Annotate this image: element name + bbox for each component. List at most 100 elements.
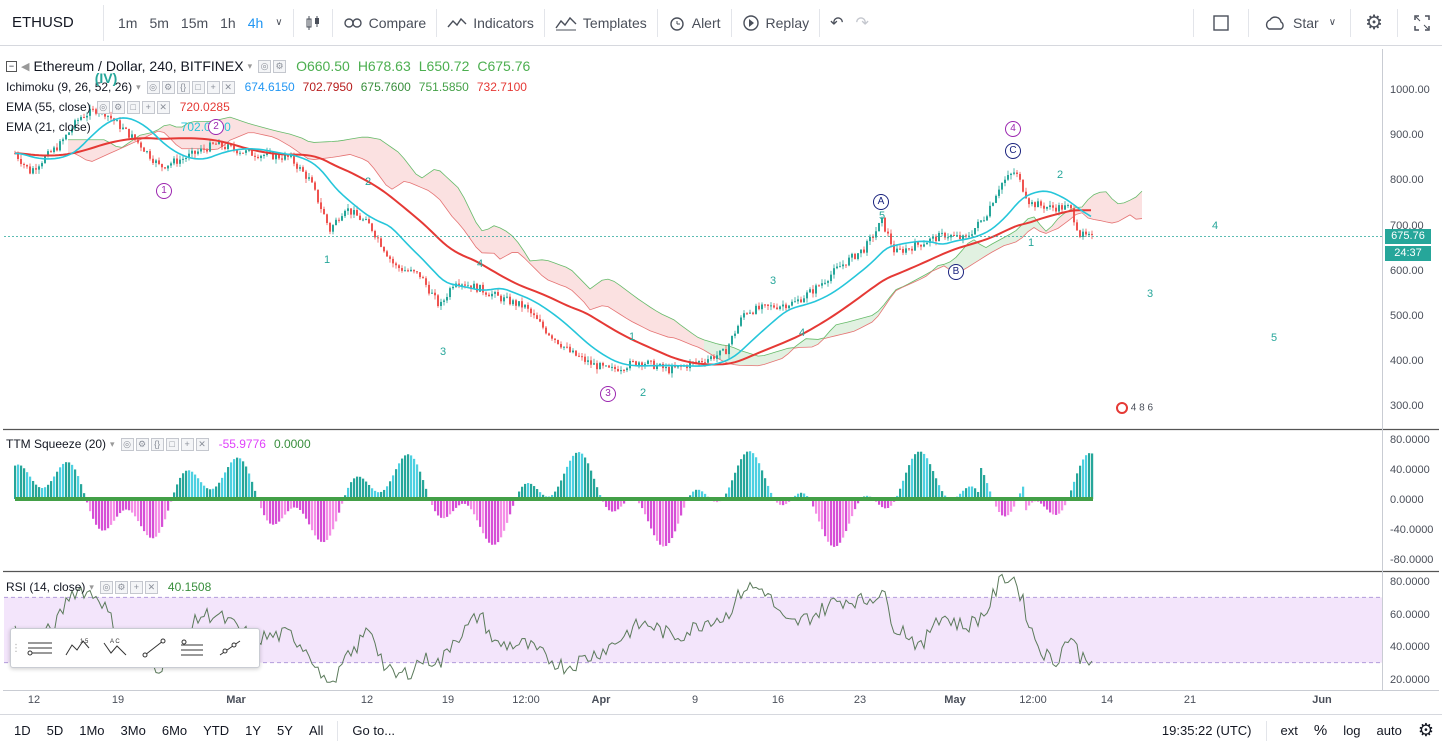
ttm-chevron-icon[interactable]: ▾ (110, 438, 115, 449)
circled-wave-label[interactable]: 2 (208, 119, 224, 135)
compare-button[interactable]: Compare (337, 0, 433, 46)
ema21-legend[interactable]: EMA (21, close) 702.0390 (6, 120, 231, 134)
add-icon[interactable]: + (129, 580, 143, 594)
range-1y[interactable]: 1Y (245, 723, 262, 738)
templates-button[interactable]: Templates (549, 0, 653, 46)
source-code-icon[interactable]: {} (150, 437, 164, 451)
drawing-favorites-toolbar[interactable]: ⋮ 1 5 A C (10, 628, 260, 668)
undo-icon[interactable]: ↶ (830, 14, 844, 32)
clock-time[interactable]: 19:35:22 (UTC) (1161, 723, 1252, 738)
range-3mo[interactable]: 3Mo (120, 723, 146, 738)
indicators-button[interactable]: Indicators (441, 0, 540, 46)
redo-icon[interactable]: ↷ (855, 14, 869, 32)
wave-label[interactable]: 5 (1270, 332, 1278, 344)
eye-icon[interactable]: ◎ (258, 59, 272, 73)
circled-wave-label[interactable]: B (948, 264, 964, 280)
close-icon[interactable]: ✕ (195, 437, 209, 451)
wave-label[interactable]: 3 (769, 275, 777, 287)
extended-hours-toggle[interactable]: ext (1280, 723, 1298, 738)
rsi-legend[interactable]: RSI (14, close) ▾ ◎ ⚙ + ✕ 40.1508 (6, 580, 211, 594)
wave-label[interactable]: 3 (439, 346, 447, 358)
wave-label[interactable]: 2 (1056, 169, 1064, 181)
chart-settings-gear-icon[interactable]: ⚙ (1417, 720, 1434, 740)
main-series-legend[interactable]: − ◀ Ethereum / Dollar, 240, BITFINEX ▾ ◎… (6, 58, 530, 74)
close-icon[interactable]: ✕ (156, 100, 170, 114)
wave-label[interactable]: 4 (798, 327, 806, 339)
auto-scale-toggle[interactable]: auto (1376, 723, 1402, 738)
elliott-correction-tool-icon[interactable]: A C (97, 629, 135, 667)
settings-icon[interactable]: ⚙ (273, 59, 287, 73)
circled-wave-label[interactable]: 4 (1005, 121, 1021, 137)
circled-wave-label[interactable]: 1 (156, 183, 172, 199)
interval-5m[interactable]: 5m (149, 14, 169, 31)
close-icon[interactable]: ✕ (221, 80, 235, 94)
settings-gear-icon[interactable]: ⚙ (1365, 12, 1383, 34)
settings-icon[interactable]: ⚙ (114, 580, 128, 594)
add-icon[interactable]: + (180, 437, 194, 451)
ema55-legend[interactable]: EMA (55, close) ◎ ⚙ □ + ✕ 720.0285 (6, 100, 230, 114)
fullscreen-square-icon[interactable] (1198, 0, 1244, 46)
range-1mo[interactable]: 1Mo (79, 723, 105, 738)
eye-icon[interactable]: ◎ (99, 580, 113, 594)
economic-events-badge[interactable]: 4 8 6 (1116, 402, 1153, 414)
wave-label[interactable]: 1 (628, 331, 636, 343)
wave-label[interactable]: 1 (323, 254, 331, 266)
more-icon[interactable]: □ (191, 80, 205, 94)
settings-icon[interactable]: ⚙ (161, 80, 175, 94)
chart-type-candles-icon[interactable] (298, 0, 328, 46)
log-scale-toggle[interactable]: log (1343, 723, 1361, 738)
replay-button[interactable]: Replay (736, 0, 816, 46)
parallel-channel-tool-icon[interactable] (173, 629, 211, 667)
range-1d[interactable]: 1D (14, 723, 31, 738)
range-ytd[interactable]: YTD (203, 723, 230, 738)
main-series-chevron-icon[interactable]: ▾ (247, 60, 253, 71)
percent-scale-toggle[interactable]: % (1313, 722, 1328, 739)
eye-icon[interactable]: ◎ (96, 100, 110, 114)
wave-label[interactable]: 2 (639, 387, 647, 399)
wave-label[interactable]: 5 (878, 210, 886, 222)
source-code-icon[interactable]: {} (176, 80, 190, 94)
alert-button[interactable]: Alert (662, 0, 727, 46)
more-icon[interactable]: □ (126, 100, 140, 114)
add-icon[interactable]: + (141, 100, 155, 114)
drag-handle-icon[interactable]: ⋮ (11, 642, 21, 654)
eye-icon[interactable]: ◎ (146, 80, 160, 94)
ichimoku-chevron-icon[interactable]: ▾ (136, 81, 141, 92)
eye-icon[interactable]: ◎ (120, 437, 134, 451)
symbol-search[interactable]: ETHUSD (4, 4, 104, 41)
range-5y[interactable]: 5Y (277, 723, 293, 738)
ray-tool-icon[interactable] (211, 629, 249, 667)
ttm-squeeze-legend[interactable]: TTM Squeeze (20) ▾ ◎ ⚙{} □ + ✕ -55.9776 0.00… (6, 437, 311, 451)
circled-wave-label[interactable]: 3 (600, 386, 616, 402)
rsi-chevron-icon[interactable]: ▾ (89, 581, 94, 592)
more-icon[interactable]: □ (165, 437, 179, 451)
interval-dropdown-chevron-icon[interactable]: ∨ (275, 17, 283, 28)
collapse-legend-icon[interactable]: − (6, 60, 17, 72)
wave-label[interactable]: 2 (364, 176, 372, 188)
range-all[interactable]: All (308, 723, 324, 738)
wave-label[interactable]: 4 (476, 258, 484, 270)
circled-wave-label[interactable]: C (1005, 143, 1021, 159)
horizontal-lines-tool-icon[interactable] (21, 629, 59, 667)
interval-1m[interactable]: 1m (118, 14, 138, 31)
ichimoku-legend[interactable]: Ichimoku (9, 26, 52, 26) ▾ ◎ ⚙{} □ + ✕ 674.6… (6, 80, 527, 94)
interval-15m[interactable]: 15m (180, 14, 209, 31)
wave-label[interactable]: (IV) (94, 70, 118, 86)
interval-1h[interactable]: 1h (220, 14, 236, 31)
range-5d[interactable]: 5D (46, 723, 64, 738)
trend-line-tool-icon[interactable] (135, 629, 173, 667)
settings-icon[interactable]: ⚙ (135, 437, 149, 451)
wave-label[interactable]: 1 (1027, 237, 1035, 249)
expand-icon[interactable] (1402, 0, 1442, 46)
add-icon[interactable]: + (206, 80, 220, 94)
star-button[interactable]: Star ∨ (1253, 0, 1346, 46)
wave-label[interactable]: 3 (1146, 288, 1154, 300)
wave-label[interactable]: 4 (1211, 220, 1219, 232)
close-icon[interactable]: ✕ (144, 580, 158, 594)
goto-date-button[interactable]: Go to... (352, 723, 396, 738)
range-6mo[interactable]: 6Mo (161, 723, 188, 738)
interval-4h[interactable]: 4h (247, 14, 264, 31)
elliott-impulse-tool-icon[interactable]: 1 5 (59, 629, 97, 667)
circled-wave-label[interactable]: A (873, 194, 889, 210)
settings-icon[interactable]: ⚙ (111, 100, 125, 114)
